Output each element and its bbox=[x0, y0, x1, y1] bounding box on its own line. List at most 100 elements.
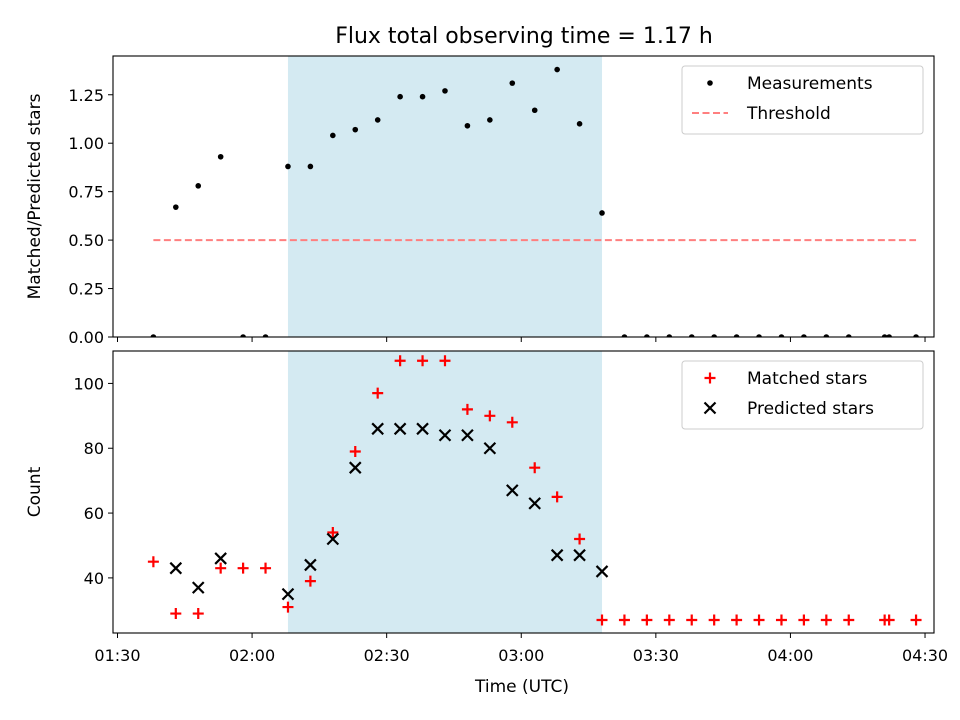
legend: Measurements Threshold bbox=[681, 65, 924, 135]
measurements-point-10 bbox=[374, 117, 381, 123]
legend: Matched stars Predicted stars bbox=[681, 360, 924, 430]
matched-stars-point-18 bbox=[551, 491, 563, 503]
matched-stars-point-16 bbox=[506, 416, 518, 428]
matched-stars-point-12 bbox=[417, 355, 429, 367]
measurements-point-4 bbox=[240, 334, 246, 337]
matched-stars-point-23 bbox=[663, 614, 675, 626]
predicted-stars-point-7 bbox=[371, 422, 384, 436]
measurements-point-32 bbox=[881, 334, 888, 337]
x-axis-label: Time (UTC) bbox=[474, 677, 569, 697]
measurements-point-12 bbox=[419, 93, 426, 100]
measurements-point-31 bbox=[845, 334, 852, 337]
legend-label: Measurements bbox=[747, 74, 873, 94]
y-tick-label: 60 bbox=[84, 504, 104, 523]
matched-stars-point-11 bbox=[394, 355, 406, 367]
y-axis-label: Matched/Predicted stars bbox=[25, 93, 45, 299]
matched-stars-point-7 bbox=[304, 575, 316, 587]
legend-label: Matched stars bbox=[747, 369, 867, 389]
predicted-stars-point-2 bbox=[214, 552, 227, 565]
legend-swatch bbox=[707, 80, 713, 86]
matched-stars-point-14 bbox=[461, 403, 473, 415]
matched-stars-point-34 bbox=[910, 614, 922, 626]
y-tick-label: 0.00 bbox=[68, 328, 104, 347]
matched-stars-point-28 bbox=[775, 614, 787, 626]
measurements-point-28 bbox=[778, 334, 785, 337]
y-tick-label: 0.25 bbox=[68, 280, 104, 299]
measurements-point-5 bbox=[262, 334, 269, 337]
y-tick-label: 0.75 bbox=[68, 183, 104, 202]
matched-stars-point-27 bbox=[753, 614, 765, 626]
measurements-point-34 bbox=[913, 334, 919, 337]
matched-stars-point-31 bbox=[843, 614, 855, 626]
matched-stars-point-20 bbox=[596, 614, 608, 626]
matched-stars-point-22 bbox=[641, 614, 653, 626]
legend-box bbox=[681, 65, 924, 135]
y-tick-label: 100 bbox=[73, 374, 104, 393]
measurements-point-1 bbox=[173, 204, 179, 210]
y-tick-label: 80 bbox=[84, 439, 104, 458]
measurements-point-17 bbox=[531, 107, 538, 114]
matched-stars-point-17 bbox=[529, 462, 541, 474]
matched-stars-point-26 bbox=[731, 614, 743, 626]
plot-data bbox=[147, 355, 922, 626]
plot-frame bbox=[112, 55, 935, 338]
predicted-stars-point-0 bbox=[169, 561, 183, 575]
matched-stars-point-9 bbox=[349, 445, 361, 457]
matched-stars-point-0 bbox=[147, 556, 159, 568]
measurements-point-18 bbox=[554, 66, 560, 73]
measurements-point-25 bbox=[711, 334, 717, 337]
matched-stars-point-1 bbox=[170, 608, 182, 620]
measurements-point-21 bbox=[621, 334, 628, 337]
predicted-stars-point-11 bbox=[461, 428, 474, 442]
measurements-point-19 bbox=[576, 121, 583, 127]
measurements-point-7 bbox=[307, 163, 314, 170]
measurements-point-27 bbox=[756, 334, 762, 337]
predicted-stars-point-6 bbox=[348, 461, 362, 474]
x-tick-label: 03:30 bbox=[633, 646, 679, 665]
top-panel: 0.00 0.25 0.50 0.75 1.00 1.25 Matched/Predicte… bbox=[25, 55, 935, 347]
predicted-stars-point-13 bbox=[506, 484, 519, 497]
x-tick-label: 04:00 bbox=[767, 646, 813, 665]
measurements-point-29 bbox=[801, 334, 807, 337]
measurements-point-24 bbox=[688, 334, 695, 337]
measurements-point-26 bbox=[733, 334, 740, 337]
predicted-stars-point-5 bbox=[326, 532, 340, 546]
measurements-point-6 bbox=[285, 163, 291, 170]
matched-stars-point-2 bbox=[192, 608, 204, 620]
measurements-point-14 bbox=[464, 122, 471, 129]
measurements-point-30 bbox=[823, 334, 830, 337]
shaded-interval bbox=[287, 351, 603, 633]
matched-stars-point-5 bbox=[260, 562, 272, 574]
x-tick-label: 03:00 bbox=[498, 646, 544, 665]
matched-stars-point-21 bbox=[618, 614, 630, 626]
predicted-stars-point-9 bbox=[416, 422, 429, 436]
matched-stars-point-29 bbox=[798, 614, 810, 626]
predicted-stars-point-14 bbox=[528, 497, 541, 510]
matched-stars-point-13 bbox=[439, 355, 451, 367]
plot-frame bbox=[112, 350, 935, 634]
measurements-point-13 bbox=[442, 88, 448, 94]
measurements-point-16 bbox=[509, 80, 516, 86]
predicted-stars-point-15 bbox=[550, 548, 564, 562]
predicted-stars-point-4 bbox=[304, 558, 317, 572]
legend-box bbox=[681, 360, 924, 430]
measurements-point-33 bbox=[886, 334, 892, 337]
measurements-point-23 bbox=[666, 334, 673, 337]
matched-stars-point-24 bbox=[686, 614, 698, 626]
matched-stars-point-19 bbox=[574, 533, 586, 545]
predicted-stars-point-8 bbox=[393, 422, 407, 436]
matched-stars-point-15 bbox=[484, 410, 496, 422]
matched-stars-point-30 bbox=[820, 614, 832, 626]
measurements-point-9 bbox=[352, 126, 359, 133]
plot-data bbox=[150, 66, 919, 337]
legend-label: Predicted stars bbox=[747, 399, 874, 419]
legend-swatch bbox=[703, 401, 717, 415]
matched-stars-point-6 bbox=[282, 601, 294, 613]
measurements-point-8 bbox=[330, 132, 336, 139]
y-tick-label: 0.50 bbox=[68, 231, 104, 250]
legend-label: Threshold bbox=[746, 104, 831, 124]
measurements-point-3 bbox=[217, 153, 224, 160]
measurements-point-2 bbox=[195, 183, 202, 189]
measurements-point-15 bbox=[487, 117, 493, 123]
